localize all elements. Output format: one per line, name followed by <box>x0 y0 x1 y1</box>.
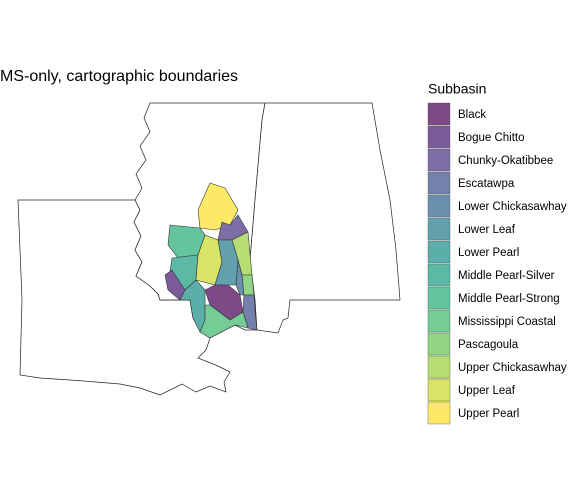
legend-key <box>427 263 451 287</box>
legend-key <box>427 332 451 356</box>
alabama <box>249 102 401 334</box>
legend-label: Upper Chickasawhay <box>458 362 567 374</box>
legend-label: Lower Leaf <box>458 224 516 236</box>
legend-key <box>427 217 451 241</box>
legend-key <box>427 148 451 172</box>
legend-key <box>427 171 451 195</box>
mississippi-coastal <box>199 304 249 339</box>
legend-key <box>427 194 451 218</box>
legend-label: Pascagoula <box>458 339 519 351</box>
legend-key <box>427 401 451 425</box>
legend-key <box>427 355 451 379</box>
legend-title: Subbasin <box>428 81 486 97</box>
legend-label: Mississippi Coastal <box>458 316 556 328</box>
lower-leaf <box>214 239 239 286</box>
legend-label: Bogue Chitto <box>458 132 525 144</box>
legend-label: Lower Chickasawhay <box>458 201 567 213</box>
legend-key <box>427 309 451 333</box>
legend-key <box>427 102 451 126</box>
subbasins <box>164 182 258 339</box>
legend-label: Upper Pearl <box>458 408 519 420</box>
lower-chickasawhay <box>235 259 245 296</box>
legend-label: Upper Leaf <box>458 385 516 397</box>
legend-label: Middle Pearl-Strong <box>458 293 560 305</box>
legend-key <box>427 378 451 402</box>
legend: Black Bogue Chitto Chunky-Okatibbee Escataw… <box>427 102 567 425</box>
pascagoula <box>241 274 255 296</box>
map-title: MS-only, cartographic boundaries <box>0 68 238 85</box>
legend-key <box>427 286 451 310</box>
legend-key <box>427 125 451 149</box>
legend-label: Chunky-Okatibbee <box>458 155 553 167</box>
legend-label: Middle Pearl-Silver <box>458 270 555 282</box>
legend-label: Black <box>458 109 486 121</box>
legend-key <box>427 240 451 264</box>
legend-label: Lower Pearl <box>458 247 519 259</box>
legend-label: Escatawpa <box>458 178 515 190</box>
